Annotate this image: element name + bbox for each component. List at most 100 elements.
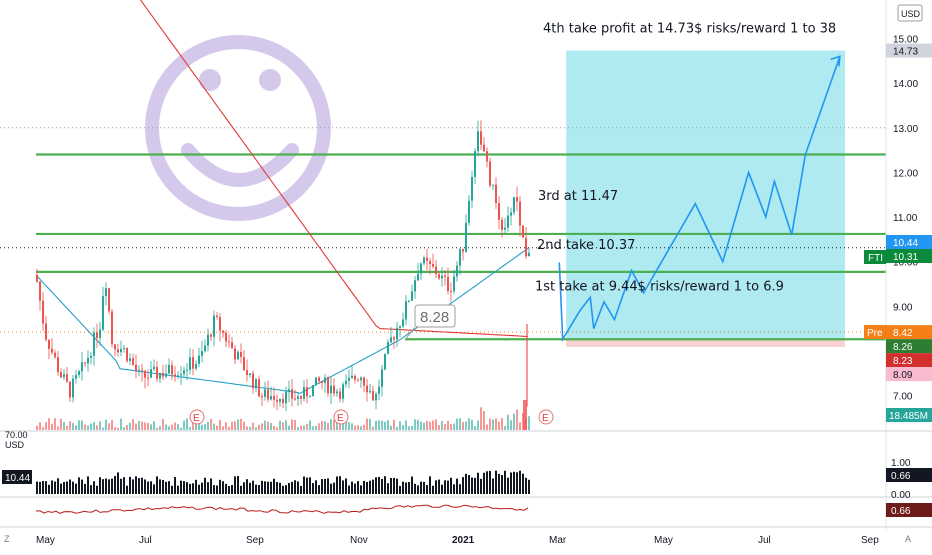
candle-body — [513, 197, 515, 213]
indicator1-bar — [384, 476, 386, 494]
candle-body — [147, 377, 149, 379]
indicator1-bar — [57, 478, 59, 494]
volume-bar — [384, 421, 386, 430]
indicator1-bar — [264, 481, 266, 494]
candle-body — [459, 248, 461, 266]
indicator1-bar — [405, 482, 407, 494]
volume-bar — [432, 420, 434, 430]
volume-bar — [174, 422, 176, 430]
indicator1-bar — [294, 480, 296, 494]
indicator1-bar — [237, 476, 239, 494]
candle-body — [270, 396, 272, 400]
z-icon[interactable]: Z — [4, 534, 10, 544]
candle-body — [471, 176, 473, 201]
volume-bar — [387, 420, 389, 430]
candle-body — [171, 365, 173, 375]
candle-body — [66, 374, 68, 382]
volume-bar — [198, 422, 200, 430]
volume-bar — [330, 419, 332, 430]
volume-bar — [267, 421, 269, 430]
volume-bar — [201, 424, 203, 430]
volume-bar — [420, 421, 422, 430]
candle-body — [282, 398, 284, 404]
price-tags: 14.73 10.44 10.31 8.42 8.26 8.23 8.09 — [886, 43, 932, 382]
indicator1-bar — [87, 476, 89, 494]
annotation-4th-take: 4th take profit at 14.73$ risks/reward 1… — [543, 22, 836, 37]
candle-body — [330, 385, 332, 394]
auto-scale-icon[interactable]: A — [905, 534, 911, 544]
indicator1-bar — [519, 470, 521, 494]
indicator1-bar — [156, 476, 158, 494]
callout-value: 8.28 — [420, 309, 449, 326]
indicator1-bar — [528, 479, 530, 494]
horizontal-levels — [36, 153, 886, 341]
indicator1-bar — [243, 482, 245, 494]
indicator1-bar — [411, 476, 413, 494]
volume-bar — [429, 421, 431, 430]
candle-body — [204, 345, 206, 352]
candle-body — [108, 288, 110, 312]
indicator1-bar — [471, 477, 473, 494]
volume-bar — [363, 424, 365, 430]
candle-body — [348, 377, 350, 381]
indicator1-bar — [159, 479, 161, 494]
volume-bar — [315, 425, 317, 430]
candle-body — [447, 276, 449, 291]
indicator1-bar — [135, 476, 137, 494]
indicator1-bar — [366, 481, 368, 494]
volume-bar — [63, 421, 65, 430]
x-tick-label: Sep — [246, 535, 264, 546]
candle-body — [111, 311, 113, 345]
volume-bar — [165, 424, 167, 430]
moving-average-red — [139, 0, 529, 338]
volume-bar — [408, 426, 410, 430]
candle-body — [249, 373, 251, 376]
candle-body — [354, 375, 356, 380]
indicator1-bar — [486, 471, 488, 494]
callout-8-28: 8.28 — [404, 304, 456, 341]
indicator1-bar — [222, 481, 224, 494]
earnings-markers: E E E — [189, 409, 554, 425]
indicator1-bar — [417, 485, 419, 494]
volume-bar — [270, 423, 272, 430]
indicator1-bar — [423, 481, 425, 494]
volume-bar — [291, 419, 293, 430]
indicator1-bar — [288, 482, 290, 494]
candle-body — [105, 288, 107, 297]
indicator1-bar — [153, 484, 155, 494]
indicator1-bar — [390, 478, 392, 494]
indicator1-bar — [63, 481, 65, 494]
candle-body — [81, 362, 83, 372]
candle-body — [444, 275, 446, 277]
candle-body — [87, 357, 89, 364]
volume-bar — [210, 418, 212, 430]
earnings-marker: E — [337, 413, 344, 424]
indicator1-tick: 0.00 — [891, 490, 911, 501]
candle-body — [462, 248, 464, 252]
volume-bar — [42, 427, 44, 430]
candle-body — [327, 377, 329, 394]
indicator1-bar — [324, 478, 326, 494]
volume-bar — [204, 424, 206, 430]
volume-bar — [213, 423, 215, 430]
indicator1-bar — [333, 482, 335, 494]
candle-body — [432, 263, 434, 267]
volume-bar — [495, 418, 497, 430]
volume-bar — [252, 422, 254, 430]
candle-body — [72, 378, 74, 398]
volume-bar — [150, 424, 152, 430]
volume-bar — [402, 424, 404, 430]
indicator1-bar — [444, 480, 446, 494]
candle-body — [51, 348, 53, 353]
indicator2-last-value: 0.66 — [891, 506, 911, 517]
x-tick-label: Jul — [758, 535, 771, 546]
indicator1-bar — [351, 481, 353, 494]
candle-body — [414, 280, 416, 292]
candle-body — [387, 342, 389, 354]
indicator1-bar — [216, 485, 218, 494]
indicator1-bar — [195, 479, 197, 494]
indicator1-bar — [252, 480, 254, 494]
candle-body — [180, 374, 182, 376]
indicator1-bar — [306, 477, 308, 494]
